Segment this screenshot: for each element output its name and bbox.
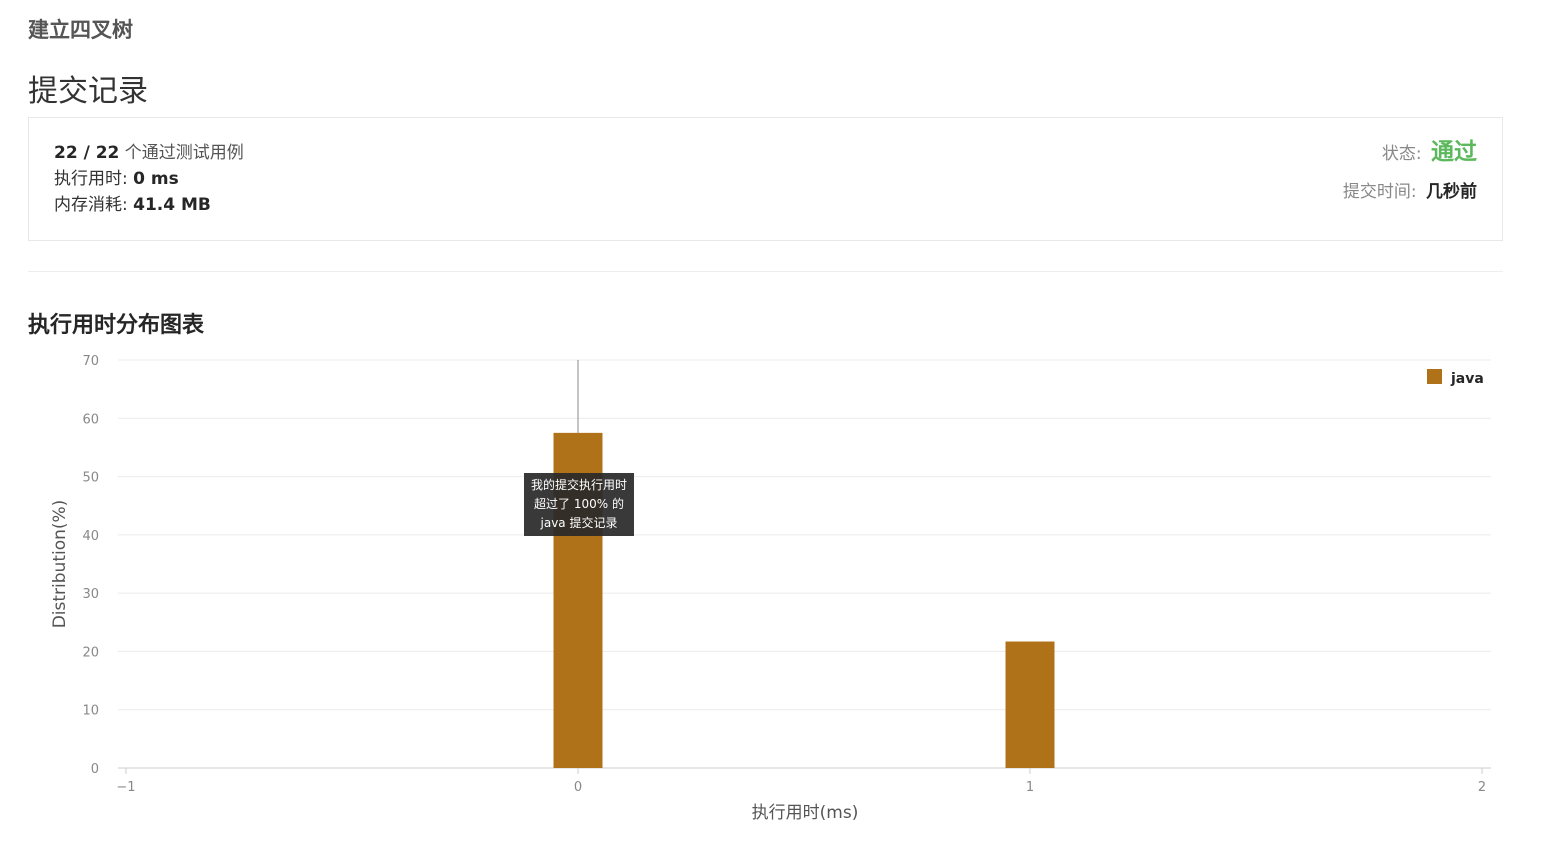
runtime-row: 执行用时: 0 ms: [54, 166, 244, 192]
submit-time-row: 提交时间: 几秒前: [1343, 174, 1477, 210]
tooltip-line: 超过了 100% 的: [534, 497, 624, 511]
y-tick-label: 50: [82, 471, 99, 486]
testcase-summary: 22 / 22 个通过测试用例: [54, 140, 244, 166]
memory-value: 41.4 MB: [133, 195, 211, 215]
memory-row: 内存消耗: 41.4 MB: [54, 192, 244, 218]
runtime-label: 执行用时:: [54, 169, 128, 189]
submit-time-label: 提交时间:: [1342, 182, 1417, 202]
x-tick-label: 1: [1026, 780, 1034, 795]
bar[interactable]: [1005, 641, 1055, 768]
x-axis-title: 执行用时(ms): [752, 803, 859, 823]
x-tick-label: 2: [1478, 780, 1486, 795]
status-label: 状态:: [1381, 144, 1422, 164]
x-tick-label: −1: [116, 780, 135, 795]
result-meta: 状态: 通过 提交时间: 几秒前: [1343, 134, 1477, 210]
result-stats: 22 / 22 个通过测试用例 执行用时: 0 ms 内存消耗: 41.4 MB: [54, 140, 244, 218]
y-tick-label: 0: [91, 762, 99, 777]
y-tick-label: 40: [82, 529, 99, 544]
chart-title: 执行用时分布图表: [28, 313, 205, 338]
legend-label[interactable]: java: [1450, 371, 1484, 387]
result-card: 22 / 22 个通过测试用例 执行用时: 0 ms 内存消耗: 41.4 MB…: [28, 117, 1503, 241]
memory-label: 内存消耗:: [54, 195, 128, 215]
testcase-suffix: 个通过测试用例: [124, 143, 244, 163]
submit-time-value: 几秒前: [1426, 182, 1477, 202]
problem-title[interactable]: 建立四叉树: [28, 18, 133, 42]
testcase-count: 22 / 22: [54, 143, 120, 163]
y-axis-title: Distribution(%): [50, 500, 70, 629]
divider: [28, 271, 1503, 272]
tooltip-line: 我的提交执行用时: [530, 478, 627, 492]
y-tick-label: 60: [82, 412, 99, 427]
legend-swatch: [1427, 369, 1442, 384]
y-tick-label: 10: [82, 704, 99, 719]
runtime-tooltip: 我的提交执行用时 超过了 100% 的 java 提交记录: [524, 473, 634, 536]
runtime-distribution-chart: 0 10 20 30 40 50 60 70 −1 0 1 2 java 执行用时(ms) Distr…: [50, 354, 1491, 823]
y-tick-label: 70: [82, 354, 99, 369]
tooltip-line: java 提交记录: [540, 516, 618, 530]
y-tick-label: 20: [82, 645, 99, 660]
x-tick-label: 0: [574, 780, 582, 795]
status-badge: 通过: [1431, 139, 1477, 165]
status-row: 状态: 通过: [1343, 134, 1477, 172]
runtime-value: 0 ms: [133, 169, 179, 189]
page-title: 提交记录: [28, 74, 148, 109]
y-tick-label: 30: [82, 587, 99, 602]
